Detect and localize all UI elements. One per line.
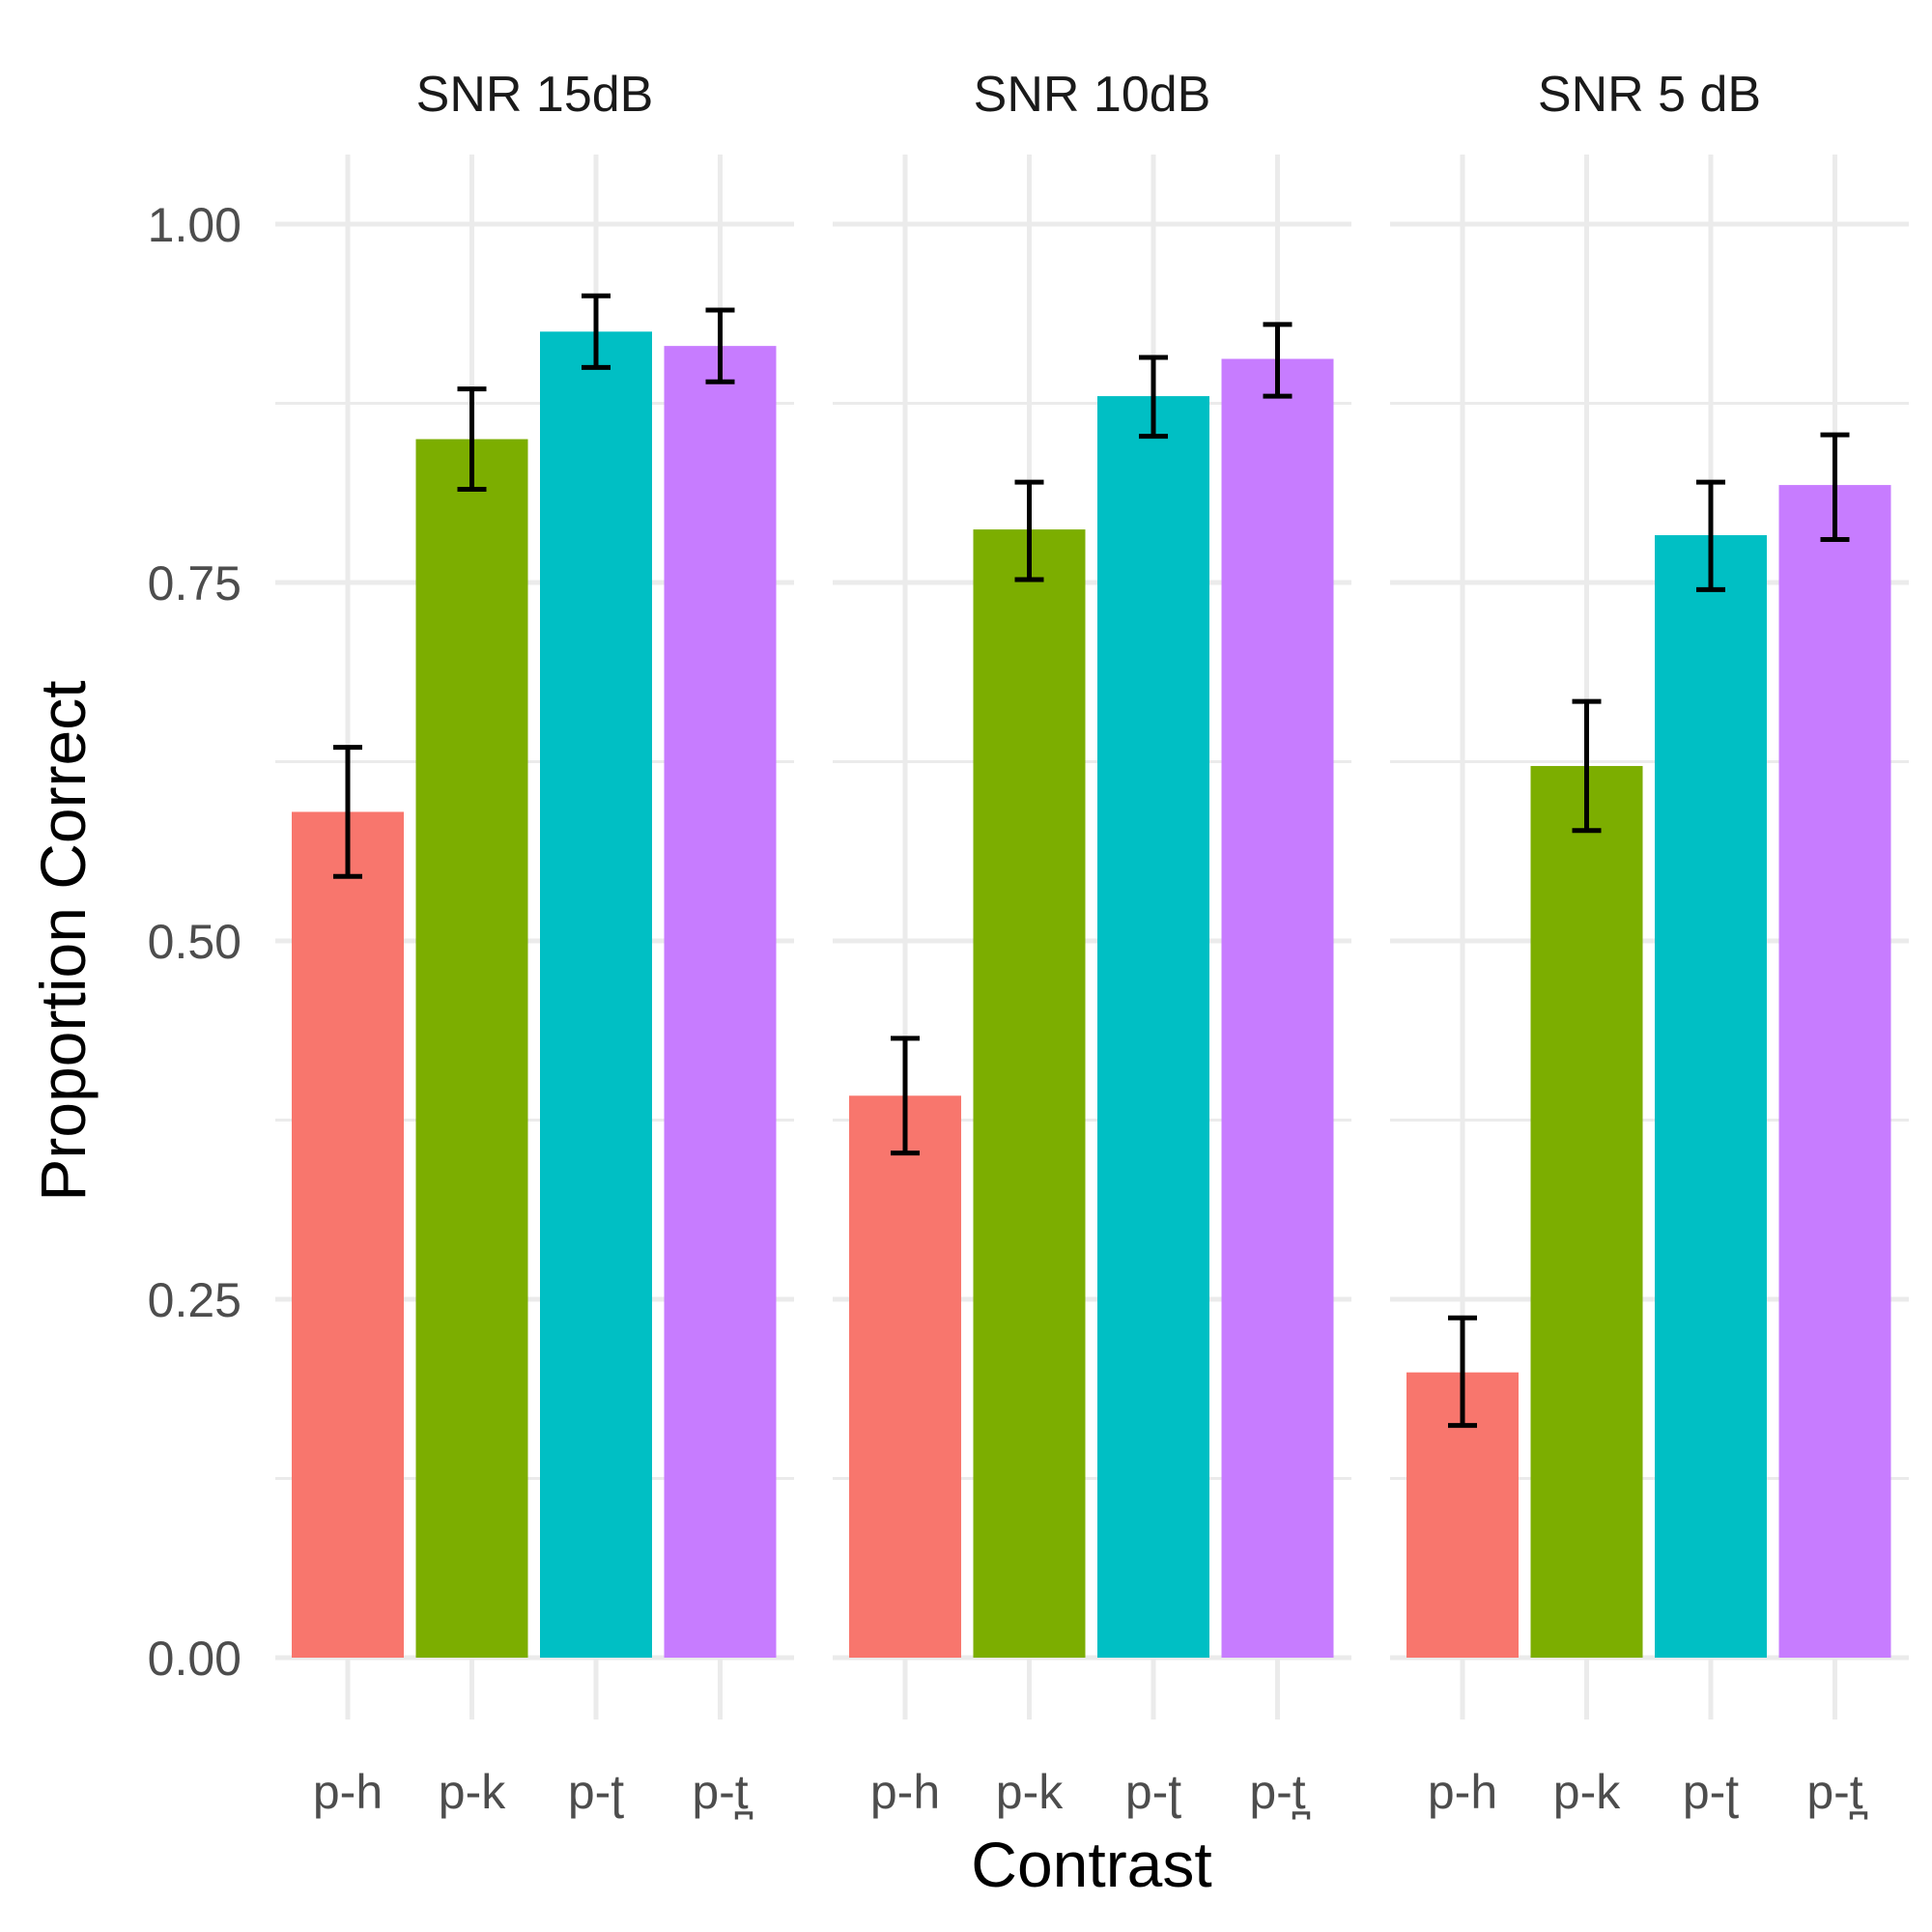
x-tick-label: p-k	[439, 1765, 506, 1819]
y-tick-label: 0.00	[148, 1632, 242, 1686]
x-tick-label: p-h	[313, 1765, 383, 1819]
panel-title: SNR 15dB	[416, 67, 654, 123]
x-tick-label: p-k	[1553, 1765, 1621, 1819]
bar	[849, 1095, 961, 1658]
bar	[415, 439, 528, 1659]
x-tick-label: p-ʈ	[1125, 1765, 1181, 1819]
y-tick-label: 1.00	[148, 198, 242, 252]
panel-title: SNR 10dB	[974, 67, 1211, 123]
label-layer: 0.00 0.25 0.50 0.75 1.00 SNR 15dB p-h p-k p-ʈ p-t…	[148, 67, 1868, 1819]
bar	[1655, 535, 1767, 1658]
x-tick-label: p-ʈ	[568, 1765, 624, 1819]
y-tick-label: 0.50	[148, 915, 242, 969]
bar	[1530, 765, 1643, 1658]
x-tick-label: p-t̪	[692, 1765, 753, 1819]
bar	[1778, 485, 1891, 1658]
x-tick-label: p-ʈ	[1683, 1765, 1739, 1819]
bar	[292, 811, 404, 1658]
x-tick-label: p-h	[870, 1765, 940, 1819]
y-axis-title: Proportion Correct	[27, 680, 99, 1201]
bar	[664, 346, 777, 1658]
bar	[1097, 396, 1209, 1659]
error-bar-layer	[333, 293, 1850, 1429]
x-tick-label: p-t̪	[1806, 1765, 1868, 1819]
x-tick-label: p-k	[996, 1765, 1064, 1819]
y-tick-label: 0.25	[148, 1273, 242, 1327]
bar	[1221, 358, 1334, 1659]
x-axis-title: Contrast	[971, 1829, 1211, 1900]
x-tick-label: p-h	[1428, 1765, 1497, 1819]
x-tick-label: p-t̪	[1249, 1765, 1311, 1819]
y-tick-label: 0.75	[148, 556, 242, 611]
panel-title: SNR 5 dB	[1538, 67, 1761, 123]
bar	[540, 331, 652, 1658]
bar	[973, 529, 1086, 1658]
bar-layer	[292, 331, 1891, 1659]
